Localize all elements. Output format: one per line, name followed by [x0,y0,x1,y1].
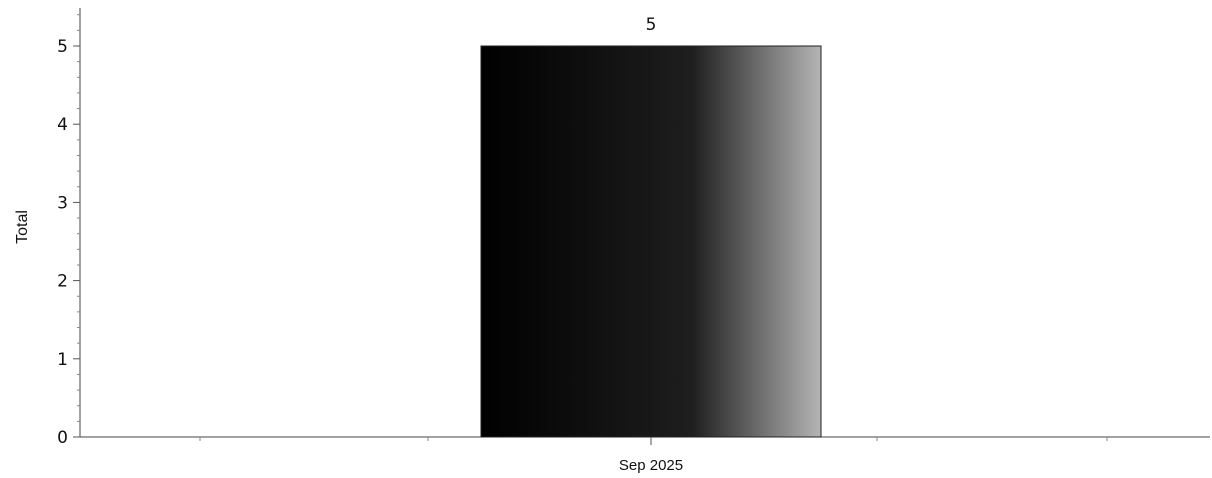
y-tick-label: 4 [57,115,68,135]
y-tick-label: 5 [57,37,68,57]
y-tick-label: 0 [57,428,68,448]
x-tick-label: Sep 2025 [619,457,683,474]
y-axis-title: Total [14,210,31,244]
y-tick-label: 3 [57,193,68,213]
bar-data-label: 5 [646,15,657,35]
y-tick-label: 1 [57,350,68,370]
plot-area: 0 1 2 3 4 5 5 Sep 2025 [57,8,1210,474]
y-tick-label: 2 [57,272,68,292]
bar [480,45,822,438]
